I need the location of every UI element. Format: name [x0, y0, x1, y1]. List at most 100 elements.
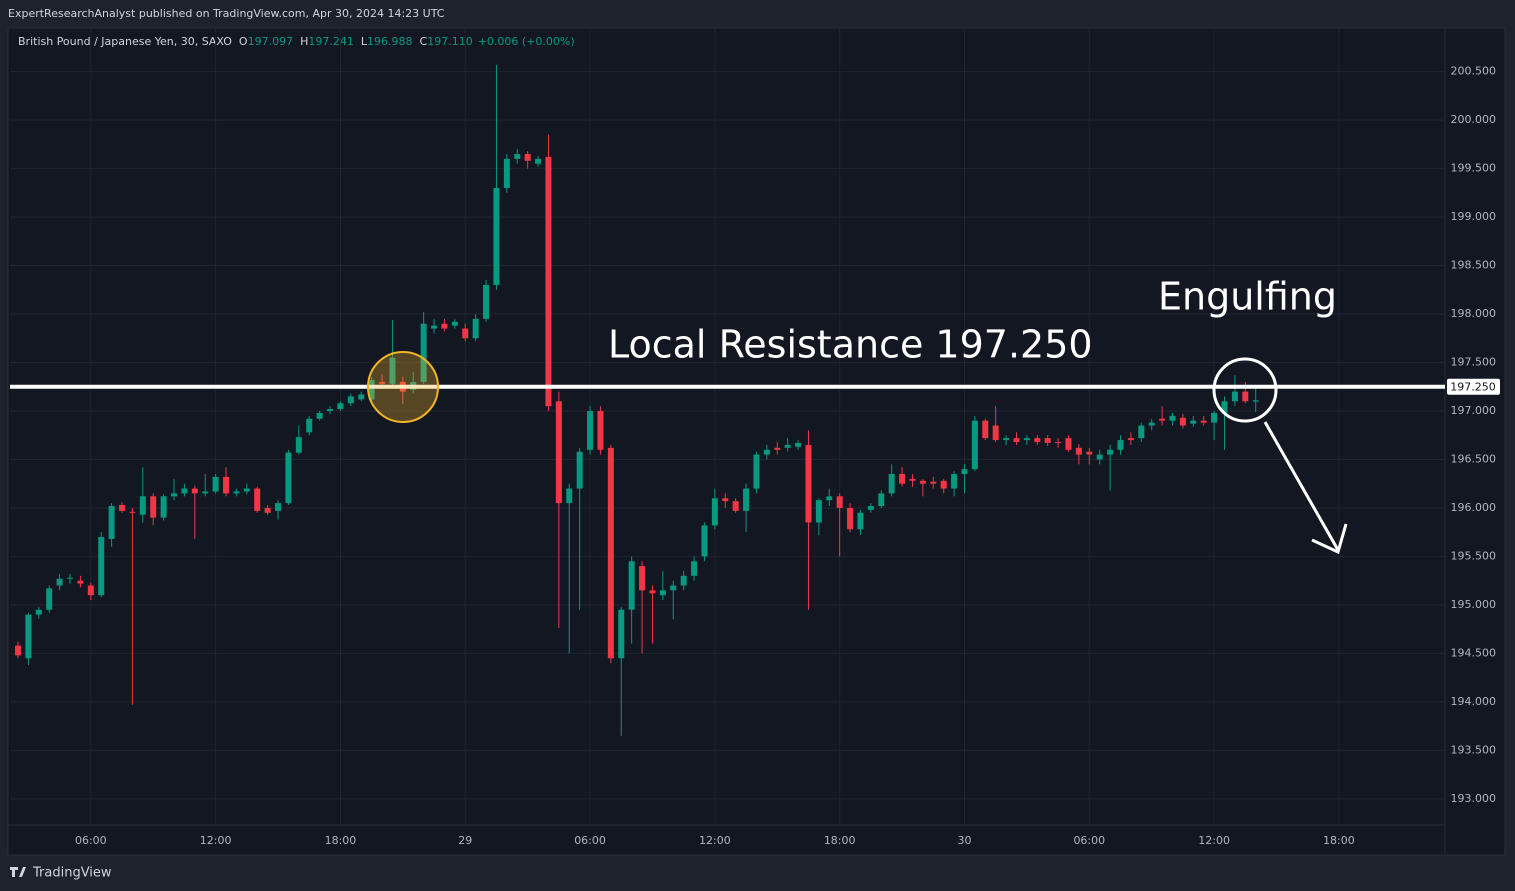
candle-body	[597, 410, 604, 450]
candle-body	[555, 401, 562, 504]
ohlc-key: H	[300, 35, 308, 48]
candle-body	[649, 590, 656, 594]
y-tick-label: 197.500	[1451, 356, 1497, 369]
candle-body	[774, 447, 781, 450]
candle-body	[160, 496, 167, 518]
candle-body	[722, 498, 729, 502]
candle-body	[420, 323, 427, 382]
y-tick-label: 195.500	[1451, 549, 1497, 562]
candle-body	[1055, 442, 1062, 444]
candle-body	[545, 156, 552, 407]
ohlc-key: C	[420, 35, 428, 48]
candle-body	[607, 447, 614, 659]
y-tick-label: 193.000	[1451, 792, 1497, 805]
price-label: 197.250	[1450, 381, 1496, 394]
candle-body	[1034, 438, 1041, 443]
y-tick-label: 199.500	[1451, 162, 1497, 175]
candle-body	[930, 481, 937, 484]
logo-icon	[10, 867, 26, 877]
candle-body	[628, 561, 635, 610]
candle-body	[1023, 438, 1030, 441]
candle-body	[826, 496, 833, 501]
ohlc-value: 197.097	[248, 35, 294, 48]
candle-body	[358, 394, 365, 400]
y-tick-label: 199.000	[1451, 210, 1497, 223]
candle-body	[888, 474, 895, 494]
x-tick-label: 06:00	[1073, 834, 1105, 847]
candle-body	[35, 609, 42, 615]
candle-body	[295, 437, 302, 453]
ohlc-value: 197.241	[308, 35, 354, 48]
annotation: Local Resistance 197.250	[608, 323, 1093, 367]
candle-body	[1096, 454, 1103, 460]
candle-body	[1075, 447, 1082, 455]
y-tick-label: 200.000	[1451, 113, 1497, 126]
candle-body	[77, 580, 84, 584]
candle-body	[223, 476, 230, 494]
candle-body	[254, 488, 261, 511]
x-tick-label: 29	[458, 834, 472, 847]
candle-body	[815, 500, 822, 523]
candle-body	[87, 585, 94, 596]
candle-body	[503, 158, 510, 188]
candle-body	[285, 452, 292, 504]
y-tick-label: 198.500	[1451, 259, 1497, 272]
candle-body	[1107, 449, 1114, 455]
candle-body	[1252, 400, 1259, 402]
candle-body	[316, 412, 323, 419]
candle-body	[1003, 438, 1010, 441]
x-tick-label: 18:00	[1323, 834, 1355, 847]
y-tick-label: 194.500	[1451, 646, 1497, 659]
candle-body	[618, 609, 625, 659]
y-tick-label: 196.500	[1451, 452, 1497, 465]
candle-body	[46, 588, 53, 610]
candle-body	[1127, 438, 1134, 441]
candle-body	[711, 498, 718, 526]
price-label-box	[1447, 378, 1500, 395]
candle-body	[264, 507, 271, 513]
candle-body	[680, 575, 687, 586]
candle-body	[431, 325, 438, 329]
candle-body	[1013, 438, 1020, 443]
candle-body	[659, 590, 666, 596]
candle-body	[15, 645, 22, 656]
candle-body	[691, 561, 698, 576]
candle-body	[940, 480, 947, 489]
y-tick-label: 193.500	[1451, 743, 1497, 756]
ohlc-key: O	[239, 35, 248, 48]
candle-body	[441, 323, 448, 329]
y-tick-label: 194.000	[1451, 695, 1497, 708]
candle-body	[306, 418, 313, 433]
candle-body	[233, 491, 240, 494]
candle-body	[784, 444, 791, 448]
candle-body	[171, 493, 178, 497]
candle-body	[982, 420, 989, 439]
candle-body	[1200, 420, 1207, 423]
candle-body	[1169, 415, 1176, 421]
candle-body	[1221, 401, 1228, 413]
candle-body	[202, 491, 209, 494]
candle-body	[763, 449, 770, 455]
symbol: British Pound / Japanese Yen, 30, SAXO	[18, 35, 232, 48]
annotation: Engulfing	[1158, 275, 1337, 319]
candle-body	[1148, 422, 1155, 426]
candle-body	[1190, 420, 1197, 424]
y-tick-label: 197.000	[1451, 404, 1497, 417]
candle-body	[25, 614, 32, 659]
candle-body	[191, 488, 198, 494]
ohlc-key: L	[361, 35, 368, 48]
candle-body	[181, 488, 188, 494]
candle-body	[212, 476, 219, 492]
highlight-circle	[367, 351, 439, 423]
legend-text: British Pound / Japanese Yen, 30, SAXO O1…	[18, 35, 575, 48]
candle-body	[337, 403, 344, 410]
candle-body	[368, 379, 375, 400]
candle-body	[451, 321, 458, 326]
candle-body	[878, 493, 885, 507]
engulfing-circle	[1212, 357, 1278, 423]
y-tick-label: 200.500	[1451, 65, 1497, 78]
candle-body	[670, 585, 677, 591]
y-tick-label: 198.000	[1451, 307, 1497, 320]
candle-body	[108, 506, 115, 539]
